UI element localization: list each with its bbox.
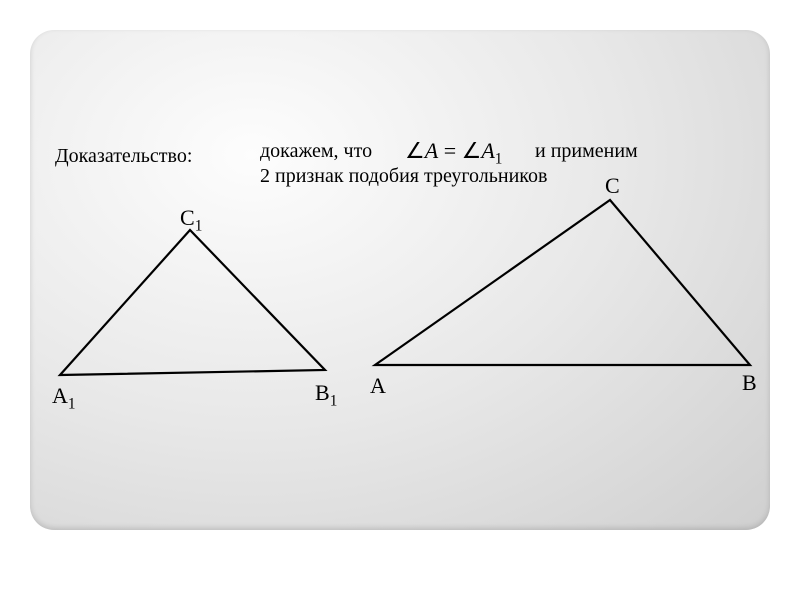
vertex-right-b: B xyxy=(742,370,757,396)
vertex-right-a: A xyxy=(370,373,386,399)
vertex-left-a-sub: 1 xyxy=(68,395,76,412)
triangle-right xyxy=(375,200,750,365)
vertex-left-b-letter: B xyxy=(315,380,330,405)
vertex-left-c-letter: C xyxy=(180,205,195,230)
slide-panel: Доказательство: докажем, что ∠A = ∠A1 и … xyxy=(30,30,770,530)
vertex-left-a-letter: A xyxy=(52,383,68,408)
vertex-right-c: C xyxy=(605,173,620,199)
vertex-left-c-sub: 1 xyxy=(195,217,203,234)
vertex-left-a: A1 xyxy=(52,383,76,409)
triangle-left xyxy=(60,230,325,375)
vertex-left-b: B1 xyxy=(315,380,337,406)
vertex-left-c: C1 xyxy=(180,205,202,231)
vertex-left-b-sub: 1 xyxy=(330,392,338,409)
triangles-svg xyxy=(30,30,770,530)
